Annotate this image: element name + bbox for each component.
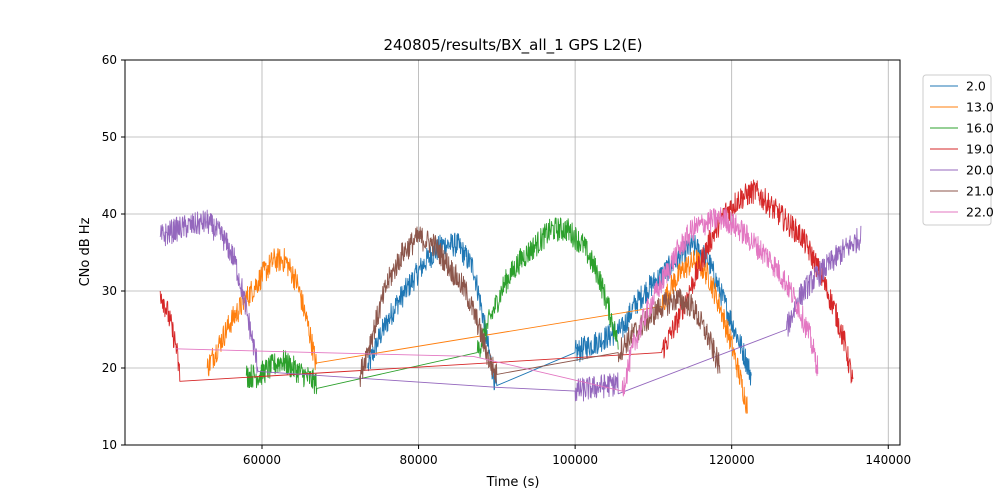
- chart-title: 240805/results/BX_all_1 GPS L2(E): [383, 36, 642, 55]
- series-line-22.0: [175, 207, 819, 397]
- x-tick-label: 60000: [243, 453, 281, 467]
- series-line-19.0: [159, 179, 854, 384]
- series-line-16.0: [245, 217, 619, 395]
- plot-frame: [124, 59, 901, 446]
- x-axis-label: Time (s): [486, 475, 540, 490]
- x-tick-label: 80000: [399, 453, 437, 467]
- series-line-2.0: [367, 232, 752, 391]
- legend-label: 22.0: [966, 205, 994, 220]
- legend-label: 21.0: [966, 184, 994, 199]
- legend-label: 20.0: [966, 163, 994, 178]
- series-line-21.0: [359, 226, 721, 388]
- legend: 2.0 13.0 16.0 19.0 20.0 21.0 22.0: [922, 74, 994, 226]
- y-tick-label: 40: [102, 207, 117, 221]
- x-tick-label: 100000: [552, 453, 598, 467]
- x-tick-label: 120000: [709, 453, 755, 467]
- series-line-13.0: [206, 248, 748, 414]
- series-line-20.0: [159, 209, 862, 402]
- y-axis: 10 20 30 40 50 60: [102, 53, 125, 452]
- y-tick-label: 20: [102, 361, 117, 375]
- x-axis: 60000 80000 100000 120000 140000: [243, 445, 911, 467]
- y-tick-label: 30: [102, 284, 117, 298]
- y-tick-label: 50: [102, 130, 117, 144]
- plot-lines: [159, 179, 862, 414]
- y-axis-label: CNo dB Hz: [78, 217, 93, 286]
- y-tick-label: 60: [102, 53, 117, 67]
- legend-label: 19.0: [966, 142, 994, 157]
- y-tick-label: 10: [102, 438, 117, 452]
- x-tick-label: 140000: [865, 453, 911, 467]
- legend-box: [922, 74, 992, 226]
- legend-label: 2.0: [966, 79, 986, 94]
- legend-label: 13.0: [966, 100, 994, 115]
- legend-label: 16.0: [966, 121, 994, 136]
